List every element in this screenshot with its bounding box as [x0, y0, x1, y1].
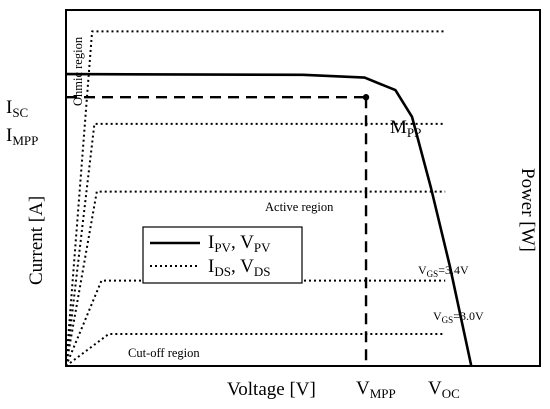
mpp-label-main: M	[390, 117, 407, 138]
y-tick-isc: ISC	[6, 97, 28, 120]
legend-ds-i-sub: DS	[214, 264, 231, 279]
y-tick-impp: IMPP	[6, 125, 38, 148]
x-tick-voc-sub: OC	[442, 386, 460, 401]
legend-box	[142, 226, 303, 284]
mpp-guides	[66, 94, 370, 366]
legend-ds-v-sub: DS	[254, 264, 271, 279]
ipv-vpv-curve	[65, 72, 473, 367]
ids-vds-curve-4	[65, 279, 446, 367]
legend-pv-v-sub: PV	[254, 240, 271, 255]
vgs-label-3-0: VGS=3.0V	[433, 309, 484, 325]
legend-ds-v: , V	[231, 256, 254, 277]
vgs-3-0-main: V	[433, 309, 442, 323]
y-axis-label-left: Current [A]	[26, 196, 47, 285]
legend-pv-v: , V	[231, 232, 254, 253]
legend-pv-i: I	[208, 232, 214, 253]
x-tick-vmpp-sub: MPP	[370, 386, 396, 401]
y-tick-isc-main: I	[6, 97, 12, 118]
legend-ds-i: I	[208, 256, 214, 277]
plot-frame	[65, 9, 541, 367]
x-axis-label: Voltage [V]	[227, 379, 316, 400]
y-tick-isc-sub: SC	[12, 105, 28, 120]
x-tick-vmpp: VMPP	[356, 378, 396, 401]
series-layer	[65, 30, 473, 367]
active-region-label: Active region	[265, 200, 334, 214]
x-tick-voc-main: V	[428, 378, 442, 399]
mpp-point	[362, 94, 370, 101]
x-tick-voc: VOC	[428, 378, 460, 401]
mpp-label-sub: PP	[407, 125, 421, 140]
ids-vds-curve-5	[65, 333, 446, 367]
legend-entry-ds: IDS, VDS	[208, 256, 270, 279]
mpp-label: MPP	[390, 117, 421, 140]
legend: IPV, VPV IDS, VDS	[142, 226, 303, 284]
ids-vds-curve-2	[65, 122, 446, 367]
x-tick-vmpp-main: V	[356, 378, 370, 399]
ohmic-region-label: Ohmic region	[71, 36, 85, 106]
cutoff-region-label: Cut-off region	[128, 346, 200, 360]
vgs-3-4-main: V	[418, 263, 427, 277]
vgs-3-0-sub: GS	[442, 315, 454, 325]
ids-vds-curve-1	[65, 30, 446, 367]
vgs-3-4-sub: GS	[427, 269, 439, 279]
vgs-label-3-4: VGS=3.4V	[418, 263, 469, 279]
y-axis-label-right: Power [W]	[517, 168, 538, 252]
vgs-3-4-value: =3.4V	[438, 263, 469, 277]
y-tick-impp-main: I	[6, 125, 12, 146]
legend-entry-pv: IPV, VPV	[208, 232, 271, 255]
y-tick-impp-sub: MPP	[12, 133, 38, 148]
vgs-3-0-value: =3.0V	[453, 309, 484, 323]
legend-pv-i-sub: PV	[214, 240, 231, 255]
